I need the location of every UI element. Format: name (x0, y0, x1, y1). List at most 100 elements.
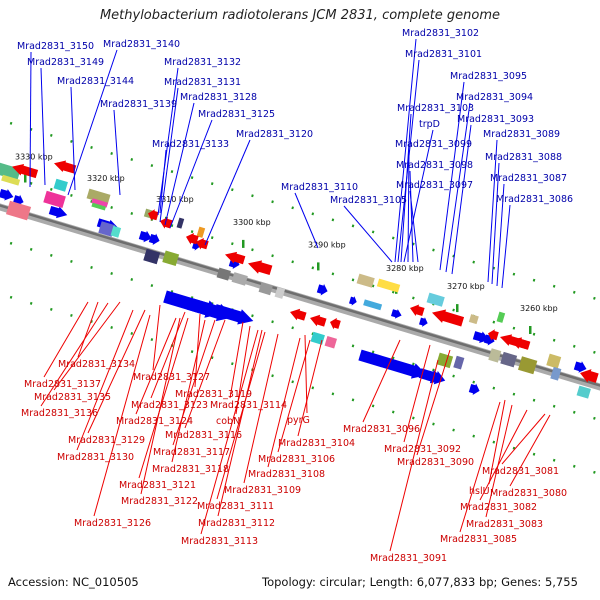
forward-gene-arrow (316, 283, 328, 296)
forward-domain-box (363, 299, 383, 311)
forward-gene-label: Mrad2831_3144 (57, 76, 134, 87)
reverse-leader-line (216, 331, 266, 500)
scale-label: 3260 kbp (520, 304, 558, 313)
forward-gene-arrow (573, 361, 587, 373)
reverse-leader-line (389, 359, 439, 552)
reverse-leader-line (488, 399, 506, 485)
reverse-gene-label: Mrad2831_3121 (119, 480, 196, 491)
forward-domain-box (1, 174, 21, 186)
forward-gene-label: Mrad2831_3087 (490, 173, 567, 184)
reverse-gene-arrow (196, 237, 209, 250)
reverse-gene-label: Mrad2831_3109 (224, 485, 301, 496)
forward-leader-line (204, 139, 251, 246)
reverse-leader-line (403, 344, 431, 443)
forward-gene-arrow (348, 296, 357, 306)
reverse-gene-arrow (432, 309, 465, 327)
reverse-gene-label: cobN (216, 416, 240, 427)
forward-gene-label: Mrad2831_3102 (402, 28, 479, 39)
reverse-gene-arrow (580, 369, 599, 383)
reverse-gene-label: Mrad2831_3118 (152, 464, 229, 475)
gene-labels: Mrad2831_3150 Mrad2831_3149 Mrad2831_3140 M… (17, 28, 573, 564)
reverse-gene-label: Mrad2831_3081 (482, 466, 559, 477)
scale-label: 3290 kbp (308, 240, 346, 249)
forward-leader-line (496, 183, 505, 287)
forward-gene-arrow (418, 317, 428, 327)
reverse-gene-label: Mrad2831_3090 (397, 457, 474, 468)
reverse-domain-box (468, 314, 479, 325)
forward-gene-label: Mrad2831_3132 (164, 57, 241, 68)
reverse-gene-label: Mrad2831_3116 (165, 430, 242, 441)
reverse-leader-line (200, 329, 259, 535)
reverse-leader-line (87, 309, 146, 434)
forward-leader-line (439, 81, 465, 271)
forward-gene-arrow (390, 309, 402, 319)
reverse-domain-box (274, 287, 286, 299)
forward-leader-line (400, 113, 412, 263)
reverse-leader-line (459, 401, 501, 533)
reverse-leader-line (140, 317, 181, 495)
scale-label: 3270 kbp (447, 282, 485, 291)
forward-leader-line (409, 170, 414, 263)
forward-gene-label: Mrad2831_3149 (27, 57, 104, 68)
reverse-leader-line (362, 339, 401, 423)
reverse-domain-box (216, 267, 231, 281)
reverse-leader-line (416, 349, 451, 456)
forward-gene-label: Mrad2831_3131 (164, 77, 241, 88)
scale-tick (529, 326, 532, 334)
forward-gene-arrow (0, 188, 14, 201)
reverse-domain-box (576, 385, 591, 399)
forward-domain-box (496, 311, 506, 323)
reverse-domain-box (143, 248, 161, 265)
forward-leader-line (407, 149, 410, 263)
reverse-domain-box (546, 353, 562, 369)
reverse-domain-box (436, 352, 454, 369)
reverse-leader-line (485, 404, 513, 518)
reverse-leader-line (40, 302, 109, 407)
forward-gene-label: Mrad2831_3089 (483, 129, 560, 140)
reverse-leader-line (152, 304, 161, 371)
forward-gene-arrow (48, 205, 68, 219)
forward-gene-label: Mrad2831_3120 (236, 129, 313, 140)
forward-leader-line (29, 51, 32, 188)
forward-leader-line (487, 139, 498, 283)
reverse-gene-label: Mrad2831_3104 (278, 438, 355, 449)
reverse-domain-box (488, 348, 502, 363)
forward-leader-line (70, 86, 76, 191)
reverse-leader-line (243, 333, 279, 484)
forward-leader-line (343, 205, 393, 263)
reverse-domain-box (517, 356, 538, 375)
reverse-gene-label: Mrad2831_3112 (198, 518, 275, 529)
reverse-domain-box (162, 250, 180, 266)
reverse-leader-line (53, 301, 121, 391)
reverse-gene-label: Mrad2831_3085 (440, 534, 517, 545)
forward-leader-line (40, 67, 46, 186)
reverse-gene-arrow (12, 163, 39, 179)
reverse-leader-line (171, 319, 206, 463)
forward-gene-label: Mrad2831_3098 (396, 160, 473, 171)
forward-gene-label: Mrad2831_3095 (450, 71, 527, 82)
reverse-domain-box (258, 282, 273, 296)
reverse-gene-label: Mrad2831_3082 (460, 502, 537, 513)
reverse-gene-label: Mrad2831_3130 (57, 452, 134, 463)
forward-gene-label: Mrad2831_3088 (485, 152, 562, 163)
label-leaders (29, 38, 551, 552)
forward-leader-line (403, 129, 434, 263)
forward-leader-line (501, 204, 511, 289)
scale-tick (24, 174, 27, 183)
reverse-leader-line (76, 309, 134, 451)
reverse-gene-label: Mrad2831_3124 (116, 416, 193, 427)
reverse-leader-line (43, 301, 89, 378)
reverse-gene-label: Mrad2831_3129 (68, 435, 145, 446)
scale-label: 3310 kbp (156, 195, 194, 204)
forward-gene-label: Mrad2831_3094 (456, 92, 533, 103)
forward-domain-box (376, 278, 401, 293)
forward-gene-arrow (468, 383, 480, 396)
forward-leader-line (409, 190, 419, 263)
reverse-domain-box (43, 190, 66, 208)
reverse-leader-line (135, 317, 177, 415)
forward-domain-box (53, 178, 68, 192)
scale-label: 3300 kbp (233, 218, 271, 227)
reverse-domain-box (5, 200, 32, 221)
reverse-gene-arrow (148, 209, 159, 221)
